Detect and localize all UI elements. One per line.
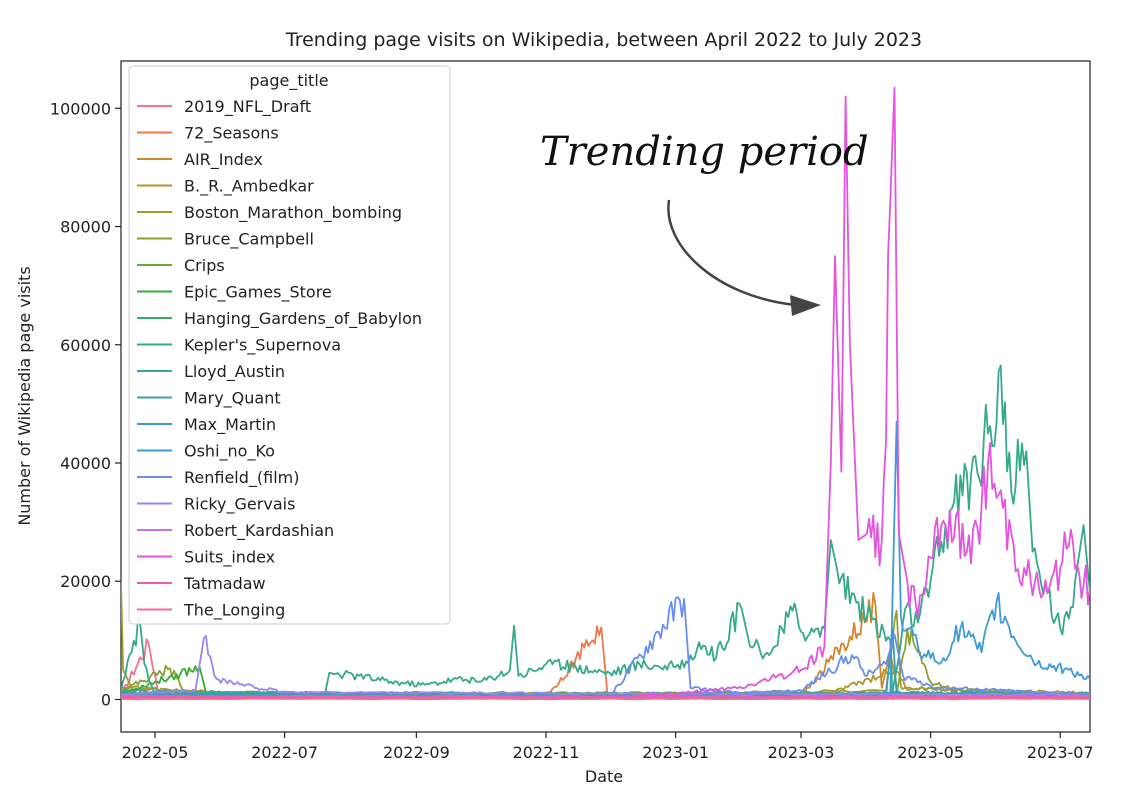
legend-title: page_title: [249, 71, 328, 91]
annotation-arrow: [667, 199, 796, 307]
annotation: Trending period: [540, 129, 869, 316]
x-tick-label: 2023-01: [642, 743, 709, 762]
plot-frame: [120, 60, 1091, 733]
series-line: [121, 627, 1090, 698]
x-tick-label: 2022-07: [251, 743, 318, 762]
legend-label: Boston_Marathon_bombing: [184, 203, 402, 223]
x-tick-label: 2023-03: [768, 743, 835, 762]
legend-label: The_Longing: [183, 601, 285, 621]
axes: 2022-05 2022-07 2022-09 2022-11 2023-01 2023-…: [50, 99, 1094, 762]
y-tick-label: 40000: [60, 454, 111, 473]
legend-label: Oshi_no_Ko: [184, 442, 275, 462]
x-tick-label: 2023-05: [897, 743, 964, 762]
annotation-arrowhead: [790, 295, 821, 316]
legend-label: B._R._Ambedkar: [184, 177, 314, 197]
chart-title: Trending page visits on Wikipedia, betwe…: [285, 29, 922, 51]
x-tick-label: 2022-11: [513, 743, 580, 762]
legend-label: Robert_Kardashian: [184, 521, 334, 541]
legend-label: Renfield_(film): [184, 468, 300, 488]
y-tick-label: 20000: [60, 572, 111, 591]
legend-label: Epic_Games_Store: [184, 283, 332, 303]
legend-label: Mary_Quant: [184, 389, 281, 409]
y-axis-label: Number of Wikipedia page visits: [15, 266, 34, 525]
legend-label: Ricky_Gervais: [184, 495, 295, 515]
legend: page_title 2019_NFL_Draft 72_Seasons AIR_I…: [128, 65, 451, 625]
series-lines: [121, 86, 1090, 701]
legend-label: Tatmadaw: [183, 574, 266, 593]
y-tick-label: 0: [101, 690, 111, 709]
y-tick-label: 80000: [60, 218, 111, 237]
x-tick-label: 2023-07: [1027, 743, 1094, 762]
y-tick-label: 60000: [60, 336, 111, 355]
legend-label: Max_Martin: [184, 415, 276, 435]
legend-label: 72_Seasons: [184, 124, 279, 144]
legend-label: Hanging_Gardens_of_Babylon: [184, 309, 422, 329]
legend-label: 2019_NFL_Draft: [184, 97, 311, 117]
legend-label: Bruce_Campbell: [184, 230, 314, 250]
y-tick-label: 100000: [50, 99, 111, 118]
legend-label: AIR_Index: [184, 150, 263, 170]
legend-label: Lloyd_Austin: [184, 362, 285, 382]
x-tick-label: 2022-05: [122, 743, 189, 762]
series-line: [121, 635, 1090, 697]
x-axis-label: Date: [585, 767, 623, 786]
series-line: [121, 697, 1090, 701]
annotation-text: Trending period: [540, 129, 869, 175]
legend-box: [128, 65, 451, 625]
legend-label: Kepler's_Supernova: [184, 336, 341, 356]
legend-label: Suits_index: [184, 548, 275, 568]
series-line: [121, 695, 1090, 699]
x-tick-label: 2022-09: [383, 743, 450, 762]
legend-label: Crips: [184, 256, 225, 275]
